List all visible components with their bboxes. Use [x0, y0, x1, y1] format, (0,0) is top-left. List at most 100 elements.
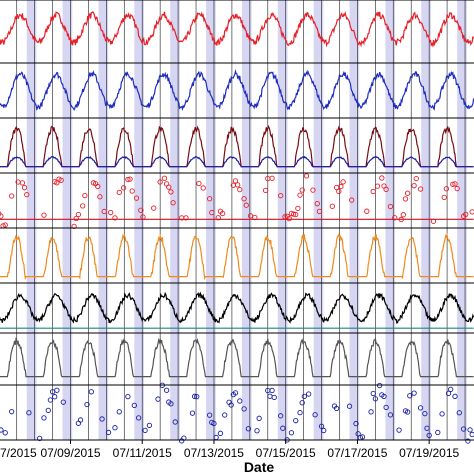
data-point: [379, 175, 385, 181]
data-point: [125, 394, 131, 400]
data-point: [9, 193, 15, 199]
shaded-band: [241, 0, 252, 440]
data-point: [237, 187, 243, 193]
data-point: [54, 387, 60, 393]
data-point: [456, 410, 462, 416]
data-panels: [0, 11, 474, 444]
x-tick-label: 07/19/2015: [399, 446, 459, 460]
data-point: [383, 404, 389, 411]
data-point: [237, 398, 243, 404]
data-point: [312, 412, 318, 418]
panel-borders: [0, 0, 474, 441]
x-tick-label: 07/11/2015: [113, 446, 172, 460]
x-axis-title: Date: [244, 459, 275, 474]
data-point: [306, 391, 312, 397]
data-point: [374, 183, 381, 189]
shaded-band: [313, 0, 324, 440]
data-point: [290, 211, 297, 217]
data-point: [463, 211, 469, 218]
data-point: [2, 430, 8, 436]
data-point: [387, 412, 394, 418]
data-point: [454, 185, 460, 192]
shaded-band: [170, 0, 180, 440]
data-point: [82, 192, 88, 199]
data-point: [411, 390, 417, 396]
data-point: [400, 212, 406, 218]
data-point: [241, 196, 247, 202]
data-point: [168, 189, 174, 195]
data-point: [129, 188, 135, 194]
data-point: [370, 390, 376, 397]
series-line: [0, 68, 474, 112]
data-point: [443, 186, 450, 192]
data-point: [172, 419, 178, 425]
series-line: [0, 155, 474, 168]
shaded-band: [26, 0, 37, 440]
shaded-band: [277, 0, 288, 440]
data-point: [80, 203, 86, 209]
series-line: [0, 336, 474, 378]
data-point: [299, 400, 305, 406]
data-point: [2, 222, 8, 228]
data-point: [232, 390, 239, 396]
data-point: [0, 213, 4, 219]
data-point: [120, 185, 127, 191]
data-point: [293, 211, 299, 218]
data-point: [247, 213, 254, 219]
shaded-band: [349, 0, 360, 440]
data-point: [441, 194, 447, 201]
data-point: [321, 427, 327, 434]
data-point: [131, 402, 137, 409]
panel-p2: [0, 68, 474, 112]
data-point: [26, 410, 32, 416]
data-point: [316, 208, 323, 214]
data-point: [254, 428, 260, 434]
panel-p3: [0, 124, 474, 168]
data-point: [310, 187, 316, 193]
x-tick-label: 07/15/2015: [256, 446, 316, 460]
data-point: [58, 177, 64, 183]
data-point: [301, 393, 307, 400]
panel-p7: [0, 336, 474, 378]
data-point: [377, 382, 383, 389]
data-point: [77, 417, 84, 423]
data-point: [157, 179, 163, 185]
data-point: [138, 207, 144, 213]
data-point: [60, 399, 66, 405]
series-line: [0, 232, 474, 281]
data-point: [161, 175, 168, 181]
data-point: [355, 431, 361, 437]
data-point: [413, 175, 419, 182]
data-point: [234, 182, 241, 188]
data-point: [97, 194, 103, 200]
data-point: [243, 202, 249, 208]
data-point: [127, 176, 133, 182]
data-point: [404, 190, 411, 196]
data-point: [396, 427, 402, 433]
data-point: [278, 413, 284, 419]
data-point: [108, 209, 114, 216]
data-point: [133, 195, 140, 201]
data-point: [465, 438, 471, 444]
data-point: [422, 410, 428, 417]
data-point: [262, 187, 269, 194]
data-point: [424, 425, 430, 431]
data-point: [417, 405, 424, 411]
x-axis-ticks: 7/2015 07/09/2015 07/11/2015 07/13/2015 07/1…: [0, 440, 460, 460]
data-point: [469, 209, 474, 215]
data-point: [168, 401, 174, 407]
data-point: [452, 393, 458, 399]
panel-p6: [0, 291, 474, 329]
shaded-band: [134, 0, 145, 440]
data-point: [232, 178, 239, 184]
shaded-band: [62, 0, 73, 440]
x-tick-label: 7/2015: [0, 446, 37, 460]
data-point: [372, 396, 379, 402]
data-point: [9, 409, 15, 415]
data-point: [112, 425, 118, 431]
data-point: [387, 203, 394, 210]
data-point: [142, 427, 148, 434]
shaded-period-bands: [26, 0, 467, 440]
data-point: [407, 393, 413, 399]
x-tick-label: 07/17/2015: [327, 446, 387, 460]
